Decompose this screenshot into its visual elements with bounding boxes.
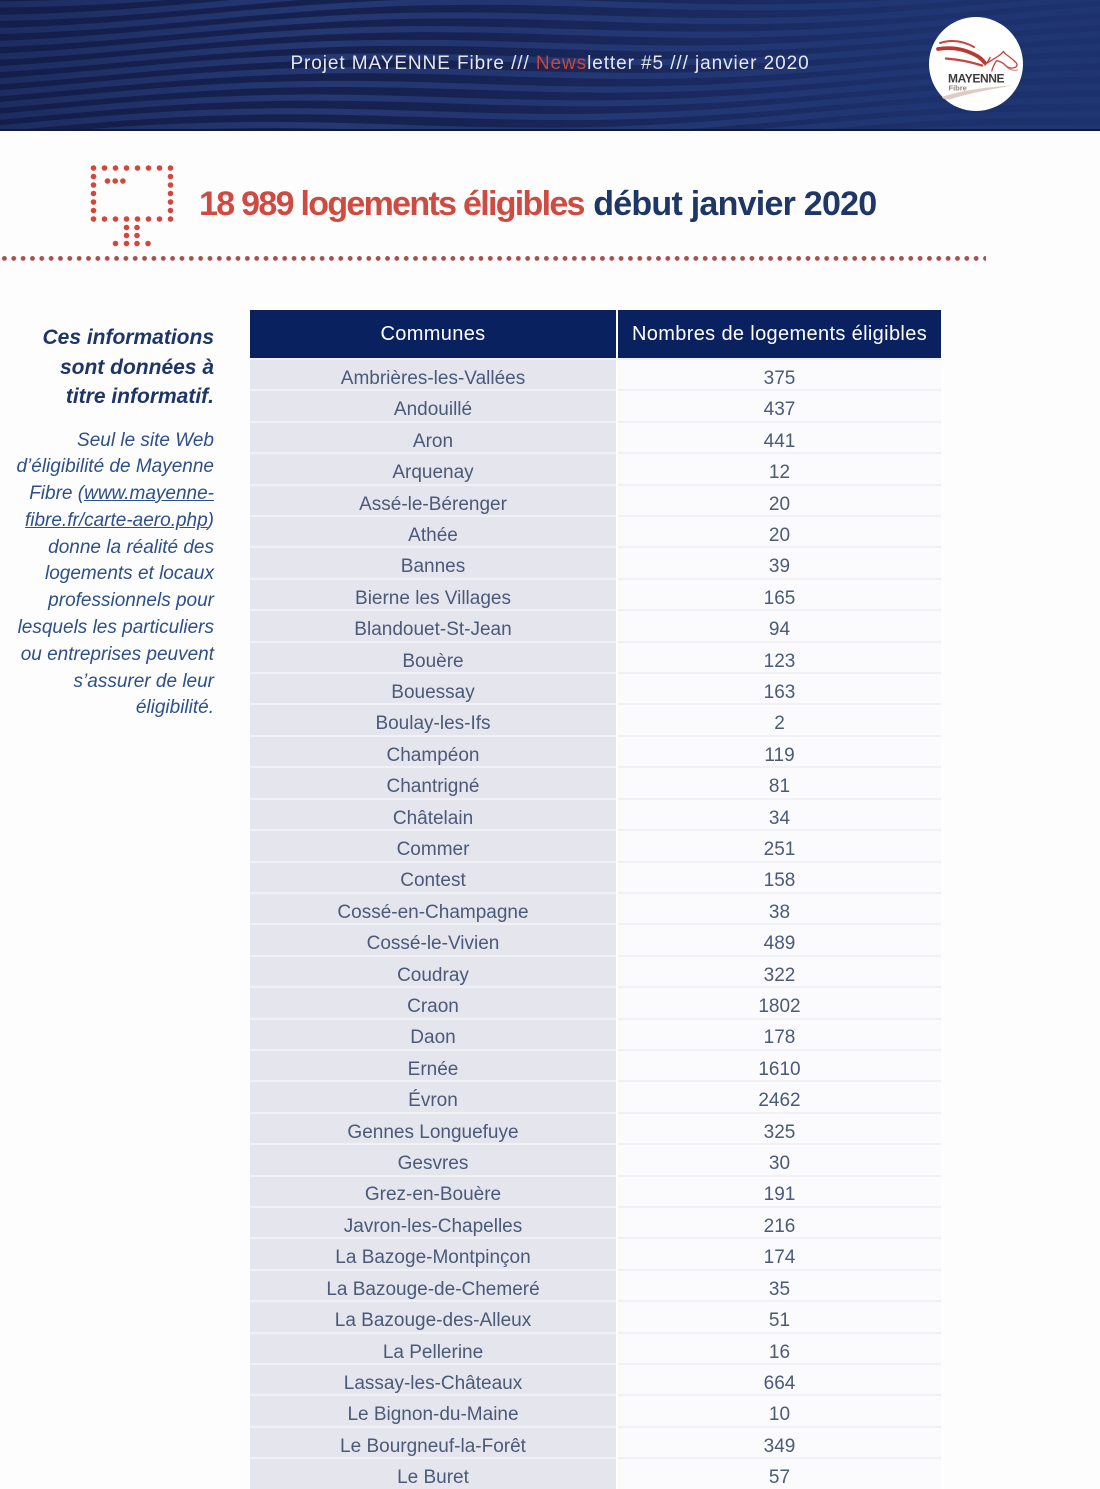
svg-text:Fibre: Fibre (949, 84, 967, 93)
svg-text:MAYENNE: MAYENNE (948, 72, 1005, 86)
